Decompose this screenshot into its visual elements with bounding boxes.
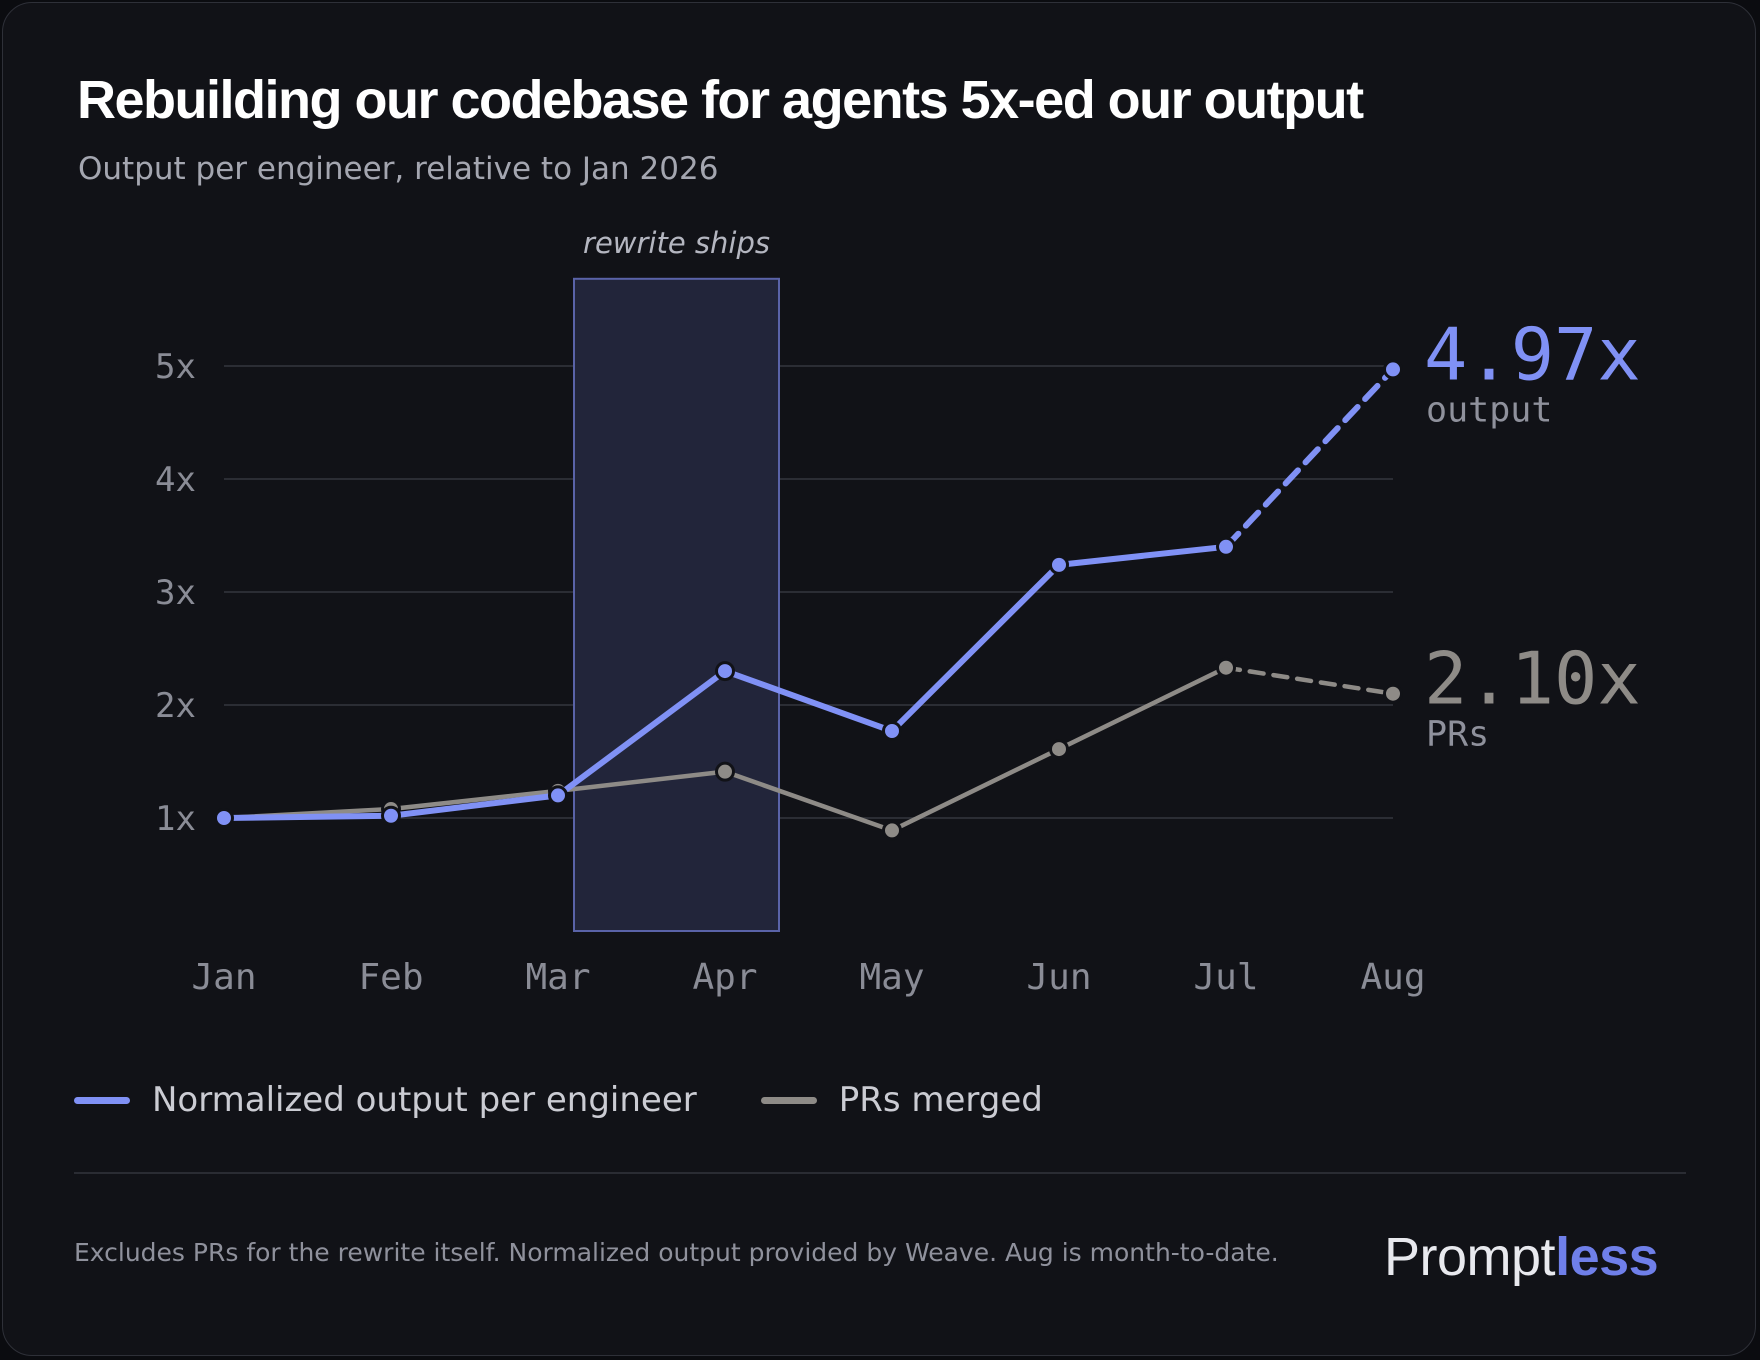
y-tick-label-1: 1x: [155, 799, 196, 839]
point-output-may: [882, 720, 902, 741]
x-tick-label-aug: Aug: [1360, 957, 1425, 998]
chart-legend: Normalized output per engineer PRs merge…: [74, 1076, 1107, 1124]
end-label-prs: PRs: [1426, 715, 1489, 755]
x-tick-label-feb: Feb: [358, 957, 423, 998]
point-output-jul: [1216, 536, 1236, 557]
point-prs-may: [882, 820, 902, 841]
divider: [74, 1172, 1686, 1174]
x-tick-label-apr: Apr: [692, 957, 757, 998]
chart-title: Rebuilding our codebase for agents 5x-ed…: [77, 70, 1364, 130]
x-tick-label-jan: Jan: [191, 957, 256, 998]
point-output-jan: [214, 808, 234, 828]
chart-subtitle: Output per engineer, relative to Jan 202…: [78, 151, 719, 187]
legend-label-prs: PRs merged: [838, 1080, 1043, 1120]
legend-item-output: Normalized output per engineer: [74, 1080, 697, 1120]
y-tick-label-4: 4x: [155, 460, 196, 500]
point-prs-jul: [1216, 657, 1236, 678]
point-output-apr: [715, 661, 735, 682]
end-label-output: output: [1426, 390, 1552, 430]
x-tick-label-jun: Jun: [1026, 957, 1091, 998]
promptless-logo: Promptless: [1384, 1226, 1659, 1288]
end-value-label-prs: 2.10x: [1424, 637, 1641, 721]
point-prs-apr: [715, 761, 735, 782]
point-prs-aug: [1383, 683, 1403, 704]
point-prs-jun: [1049, 739, 1069, 760]
point-output-mar: [548, 785, 568, 806]
x-tick-label-mar: Mar: [525, 957, 590, 998]
legend-swatch-prs: [760, 1096, 817, 1104]
rewrite-band: [573, 277, 780, 932]
y-tick-label-5: 5x: [155, 347, 196, 387]
footnote: Excludes PRs for the rewrite itself. Nor…: [74, 1238, 1279, 1267]
point-output-feb: [381, 805, 401, 826]
legend-swatch-output: [74, 1096, 130, 1104]
legend-item-prs: PRs merged: [760, 1080, 1043, 1120]
y-tick-label-3: 3x: [155, 573, 196, 613]
point-output-aug: [1383, 359, 1403, 380]
series-projection-prs: [1223, 665, 1396, 696]
point-output-jun: [1049, 554, 1069, 575]
rewrite-band-label: rewrite ships: [583, 226, 770, 260]
x-tick-label-jul: Jul: [1193, 957, 1258, 998]
legend-label-output: Normalized output per engineer: [152, 1080, 697, 1120]
y-tick-label-2: 2x: [155, 686, 196, 726]
end-value-label-output: 4.97x: [1424, 312, 1641, 396]
logo-text-less: less: [1555, 1227, 1659, 1287]
series-projection-output: [1223, 366, 1396, 550]
logo-text-prompt: Prompt: [1384, 1227, 1556, 1287]
x-tick-label-may: May: [859, 957, 924, 998]
